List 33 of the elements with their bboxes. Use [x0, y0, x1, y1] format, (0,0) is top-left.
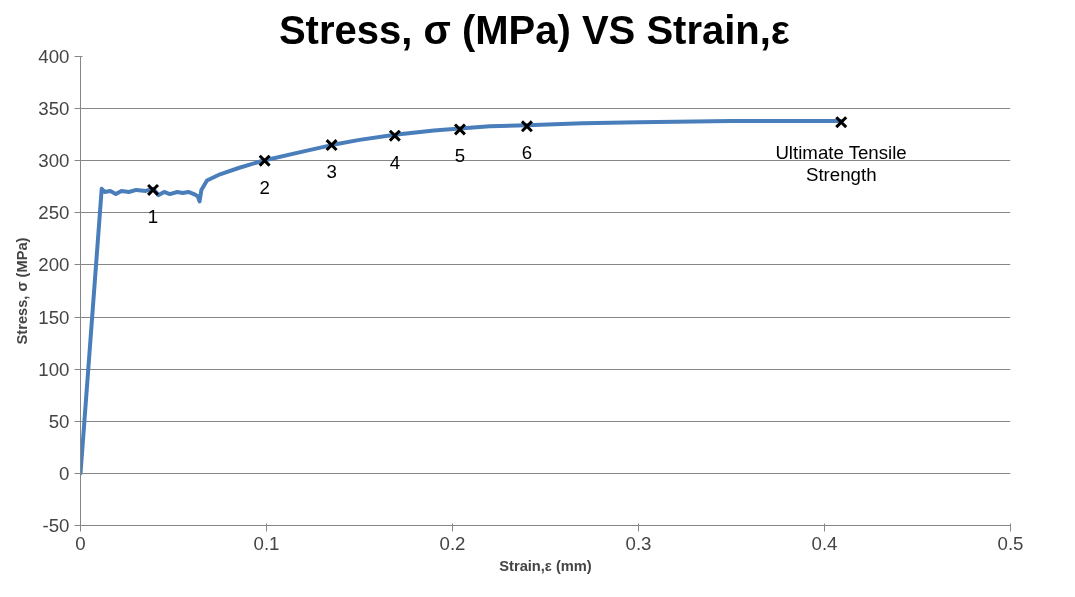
annotation: 5: [454, 145, 466, 167]
chart-title: Stress, σ (MPa) VS Strain,ε: [278, 7, 790, 52]
y-tick-label: 0: [59, 462, 70, 484]
point: [258, 154, 272, 168]
point: [520, 119, 534, 133]
y-tick-label: 50: [48, 410, 70, 432]
annotation: Ultimate Tensile Strength: [775, 142, 907, 186]
y-tick-label: 350: [38, 98, 70, 120]
y-tick-label: 300: [38, 150, 70, 172]
y-tick-label: 250: [38, 202, 70, 224]
annotation: 4: [389, 151, 401, 173]
point: [325, 138, 339, 152]
point: [146, 183, 160, 197]
annotation: 3: [326, 161, 337, 183]
annotation: 6: [521, 142, 533, 164]
y-tick-label: 400: [38, 46, 70, 67]
y-tick-label: 150: [38, 306, 70, 328]
point: [453, 123, 467, 136]
y-tick-label: -50: [42, 515, 70, 536]
x-tick-label: 0.5: [997, 532, 1024, 554]
point: [388, 129, 402, 143]
annotation: 2: [259, 176, 270, 198]
x-axis-title: Strain,ε (mm): [499, 557, 592, 574]
point: [834, 115, 848, 129]
x-tick-label: 0.1: [253, 532, 280, 554]
x-tick-label: 0.4: [811, 532, 838, 554]
y-axis-title: Stress, σ (MPa): [14, 237, 31, 345]
x-tick-label: 0: [75, 532, 86, 554]
y-tick-label: 100: [38, 358, 70, 380]
x-tick-label: 0.2: [439, 532, 466, 554]
annotation: 1: [147, 205, 159, 227]
y-tick-label: 200: [38, 254, 70, 276]
x-tick-label: 0.3: [625, 532, 652, 554]
